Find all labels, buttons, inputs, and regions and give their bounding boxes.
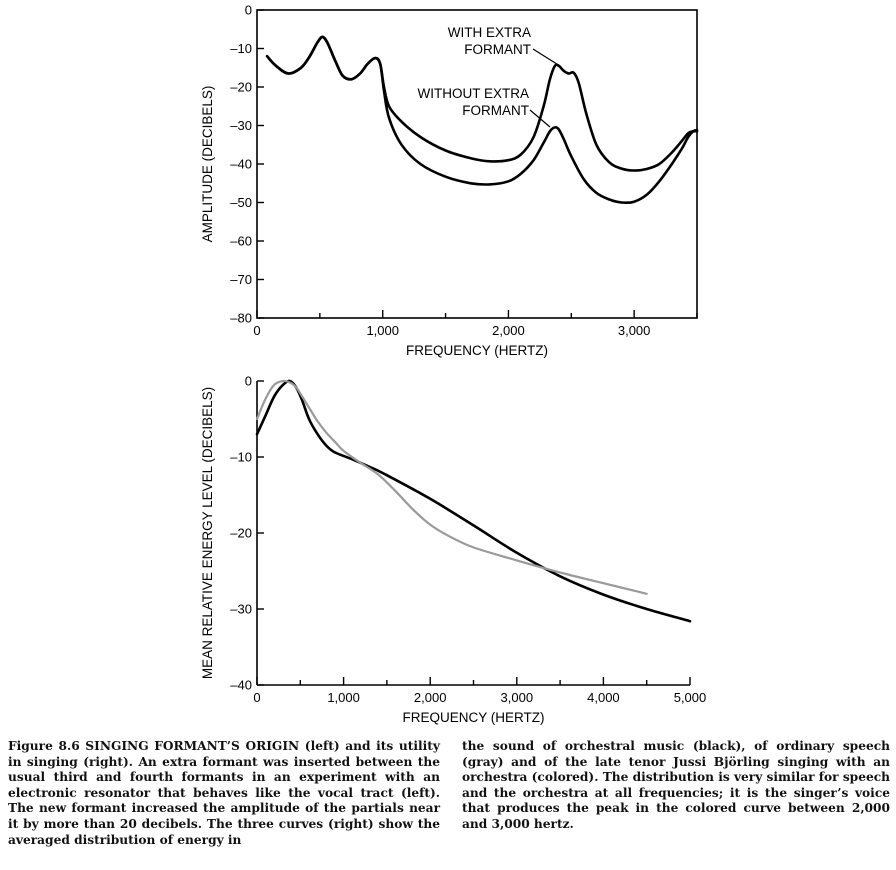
annotation-leader [532, 48, 561, 67]
y-tick-label: –30 [230, 118, 252, 133]
y-tick-label: –20 [230, 80, 252, 95]
x-tick-label: 4,000 [587, 690, 620, 705]
annotation-label: FORMANT [464, 42, 531, 57]
annotation-leader [529, 109, 551, 128]
y-tick-label: –40 [230, 678, 252, 693]
series-line-ordinary_speech [255, 379, 648, 595]
y-tick-label: –60 [230, 234, 252, 249]
caption-left: Figure 8.6 SINGING FORMANT’S ORIGIN (lef… [8, 739, 440, 847]
y-tick-label: –10 [230, 450, 252, 465]
chart-amplitude: 0–10–20–30–40–50–60–70–800 1,000 2,000 3,00… [200, 3, 699, 358]
x-tick-label: 1,000 [366, 323, 399, 338]
x-tick-label: 1,000 [327, 690, 360, 705]
annotation-label: WITH EXTRA [448, 25, 531, 40]
y-tick-label: –40 [230, 157, 252, 172]
caption-right: the sound of orchestral music (black), o… [462, 739, 890, 831]
annotation-label: WITHOUT EXTRA [417, 86, 529, 101]
series-line-orchestral_music [255, 379, 692, 623]
x-tick-label: 5,000 [674, 690, 707, 705]
x-axis-title: FREQUENCY (HERTZ) [406, 343, 548, 358]
x-tick-label: 3,000 [618, 323, 651, 338]
x-tick-label: 2,000 [414, 690, 447, 705]
x-tick-label: 3,000 [501, 690, 534, 705]
x-tick-label: 2,000 [492, 323, 525, 338]
y-tick-label: –20 [230, 526, 252, 541]
annotation-label: FORMANT [462, 103, 529, 118]
y-axis-title: MEAN RELATIVE ENERGY LEVEL (DECIBELS) [200, 387, 215, 679]
figure-charts: 0–10–20–30–40–50–60–70–800 1,000 2,000 3,00… [200, 3, 706, 726]
y-tick-label: 0 [245, 374, 252, 389]
y-tick-label: 0 [245, 3, 252, 18]
y-tick-label: –30 [230, 602, 252, 617]
series-line-without_extra [265, 35, 699, 205]
chart-energy: 0–10–20–30–400 1,000 2,000 3,000 4,000 5,000F… [200, 374, 706, 726]
x-axis-title: FREQUENCY (HERTZ) [402, 710, 544, 725]
y-tick-label: –50 [230, 195, 252, 210]
y-axis-title: AMPLITUDE (DECIBELS) [200, 86, 215, 243]
y-tick-label: –70 [230, 272, 252, 287]
y-tick-label: –80 [230, 311, 252, 326]
x-tick-label: 0 [253, 690, 260, 705]
y-tick-label: –10 [230, 41, 252, 56]
x-tick-label: 0 [253, 323, 260, 338]
